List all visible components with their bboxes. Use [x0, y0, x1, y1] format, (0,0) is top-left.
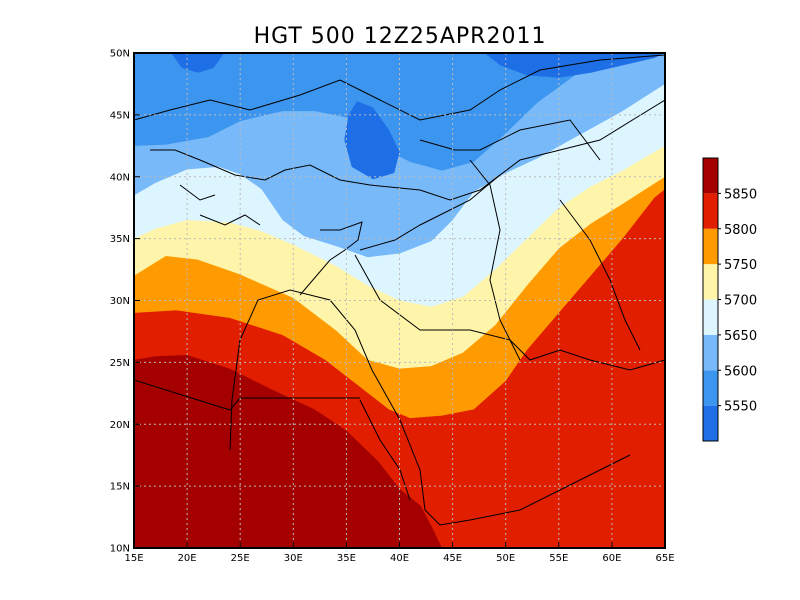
colorbar-label-5700: 5700 [724, 294, 757, 309]
colorbar-label-5650: 5650 [724, 329, 757, 344]
axis-ticks: 15E 20E 25E 30E 35E 40E 45E 50E 55E 60E 65E 10N 15N 2… [110, 49, 675, 565]
colorbar-swatch-0 [703, 405, 718, 441]
ytick-label-25N: 25N [110, 358, 130, 369]
colorbar-swatch-6 [703, 193, 718, 229]
band-below-5600-0 [134, 53, 665, 171]
band-below-5550-0 [171, 53, 225, 73]
ytick-label-15N: 15N [110, 482, 130, 493]
grid-lines [134, 53, 665, 548]
band-below-5550-1 [344, 101, 400, 180]
xtick-label-55E: 55E [549, 553, 568, 564]
xtick-label-50E: 50E [496, 553, 515, 564]
xtick-label-15E: 15E [124, 553, 143, 564]
xtick-label-25E: 25E [231, 553, 250, 564]
xtick-label-60E: 60E [602, 553, 621, 564]
ytick-label-30N: 30N [110, 296, 130, 307]
colorbar-label-5800: 5800 [724, 223, 757, 238]
ytick-label-50N: 50N [110, 49, 130, 60]
ytick-label-35N: 35N [110, 234, 130, 245]
xtick-label-20E: 20E [178, 553, 197, 564]
colorbar-label-5850: 5850 [724, 187, 757, 202]
xtick-label-45E: 45E [443, 553, 462, 564]
chart-title: HGT 500 12Z25APR2011 [254, 24, 547, 49]
colorbar-swatch-7 [703, 158, 718, 194]
colorbar-swatch-3 [703, 299, 718, 335]
band-below-5550-2 [484, 53, 665, 78]
colorbar-swatch-5 [703, 228, 718, 265]
xtick-label-40E: 40E [390, 553, 409, 564]
colorbar-label-5600: 5600 [724, 364, 757, 379]
colorbar-swatch-4 [703, 264, 718, 300]
ytick-label-10N: 10N [110, 544, 130, 555]
colorbar-swatch-2 [703, 334, 718, 371]
xtick-label-30E: 30E [284, 553, 303, 564]
xtick-label-35E: 35E [337, 553, 356, 564]
ytick-label-20N: 20N [110, 420, 130, 431]
colorbar-label-5750: 5750 [724, 258, 757, 273]
colorbar: 5550 5600 5650 5700 5750 5800 5850 [702, 157, 757, 442]
colorbar-label-5550: 5550 [724, 400, 757, 415]
ytick-label-40N: 40N [110, 172, 130, 183]
xtick-label-65E: 65E [655, 553, 674, 564]
colorbar-swatch-1 [703, 370, 718, 406]
ytick-label-45N: 45N [110, 110, 130, 121]
